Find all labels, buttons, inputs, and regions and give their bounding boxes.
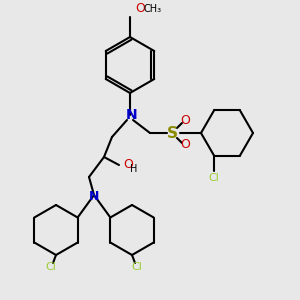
Text: O: O <box>135 2 145 16</box>
Text: Cl: Cl <box>46 262 56 272</box>
Text: O: O <box>180 115 190 128</box>
Text: N: N <box>126 108 138 122</box>
Text: Cl: Cl <box>208 172 219 182</box>
Text: N: N <box>89 190 99 203</box>
Text: O: O <box>180 139 190 152</box>
Text: O: O <box>123 158 133 172</box>
Text: S: S <box>167 125 178 140</box>
Text: Cl: Cl <box>132 262 142 272</box>
Text: CH₃: CH₃ <box>144 4 162 14</box>
Text: H: H <box>130 164 138 174</box>
